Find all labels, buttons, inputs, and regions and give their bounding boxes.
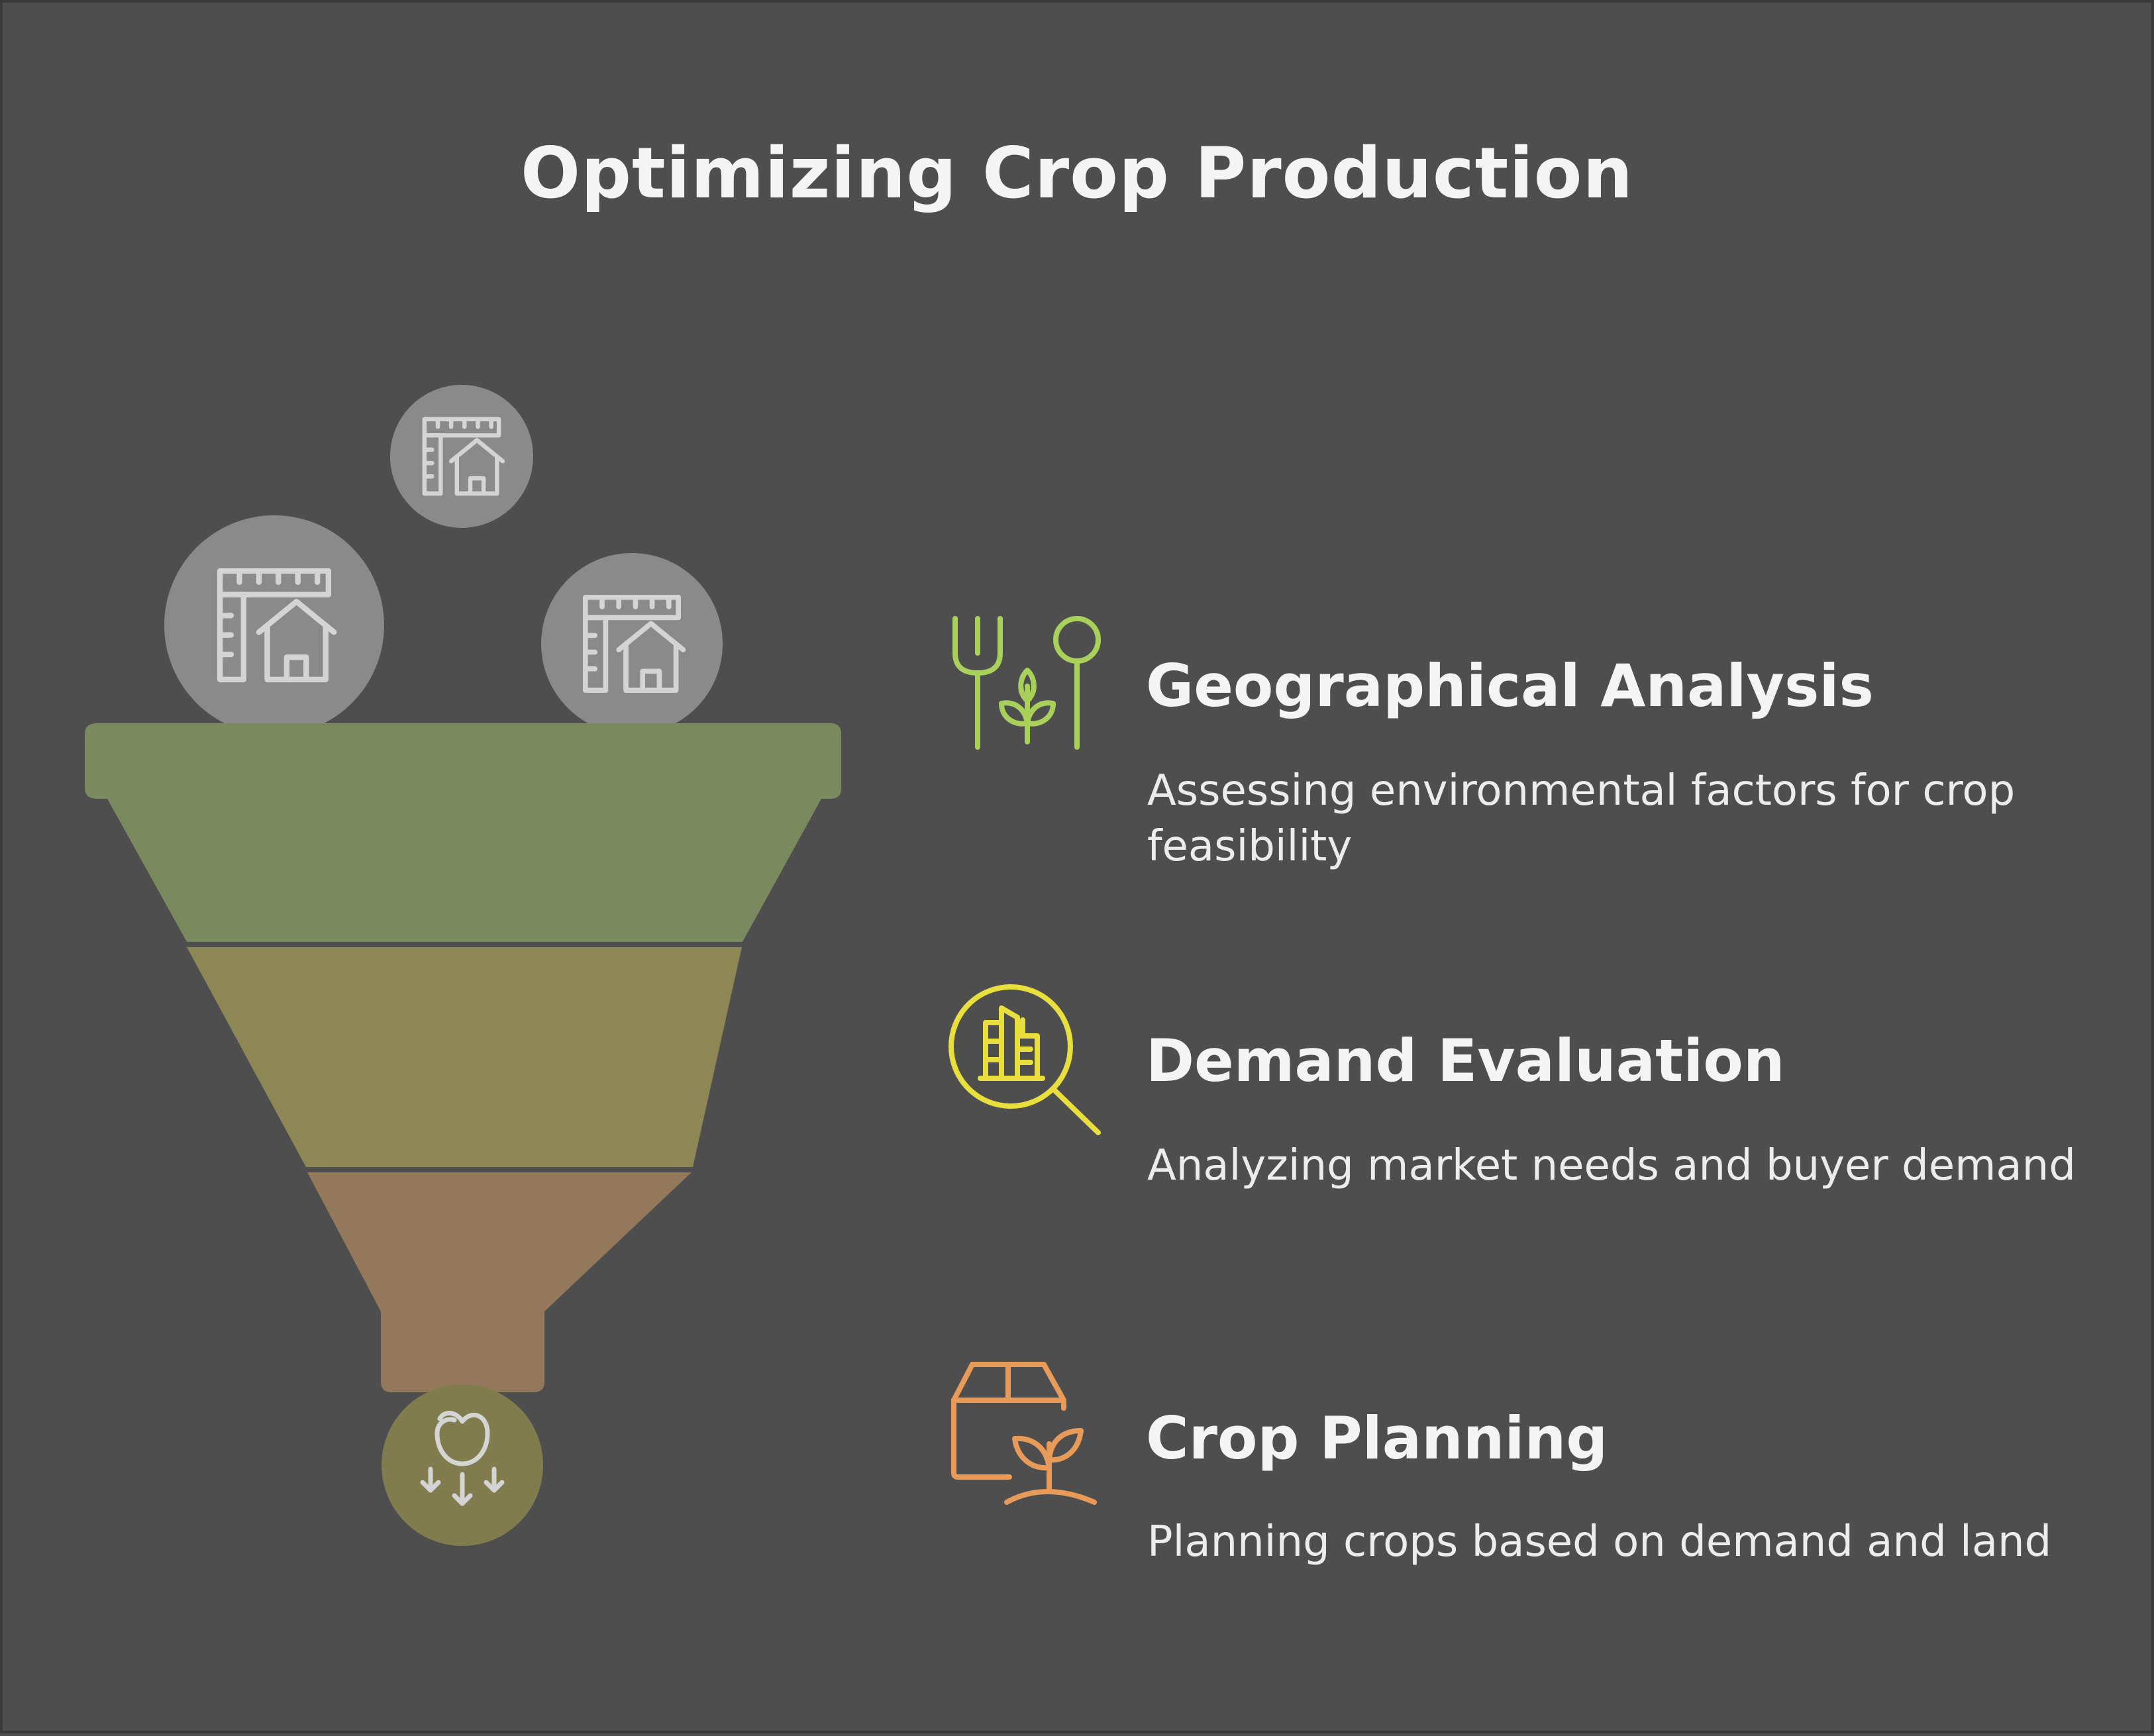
input-circle-right xyxy=(541,553,723,735)
funnel-stage-3 xyxy=(307,1172,692,1392)
diagram-title: Optimizing Crop Production xyxy=(521,132,1633,214)
ruler-house-icon xyxy=(422,417,505,496)
funnel-graphic xyxy=(85,385,841,1546)
step-title-crop-planning: Crop Planning xyxy=(1146,1404,1608,1472)
ruler-house-icon xyxy=(582,594,686,693)
step-title-demand-evaluation: Demand Evaluation xyxy=(1146,1027,1785,1095)
step-description-demand-evaluation: Analyzing market needs and buyer demand xyxy=(1147,1141,2076,1190)
input-circle-top xyxy=(390,385,533,528)
market-search-icon xyxy=(949,984,1101,1135)
step-description-crop-planning: Planning crops based on demand and land xyxy=(1147,1517,2052,1566)
step-title-geographical-analysis: Geographical Analysis xyxy=(1146,652,1874,720)
step-description-geographical-analysis: Assessing environmental factors for crop… xyxy=(1147,766,2016,871)
fork-sprout-spoon-icon xyxy=(952,616,1101,750)
input-circle-left xyxy=(164,515,384,735)
apple-down-arrows-icon xyxy=(420,1411,505,1506)
box-sprout-icon xyxy=(951,1362,1097,1505)
funnel-stage-1 xyxy=(85,723,841,942)
funnel-stage-2 xyxy=(187,947,742,1167)
output-circle xyxy=(382,1384,543,1546)
ruler-house-icon xyxy=(217,568,337,683)
